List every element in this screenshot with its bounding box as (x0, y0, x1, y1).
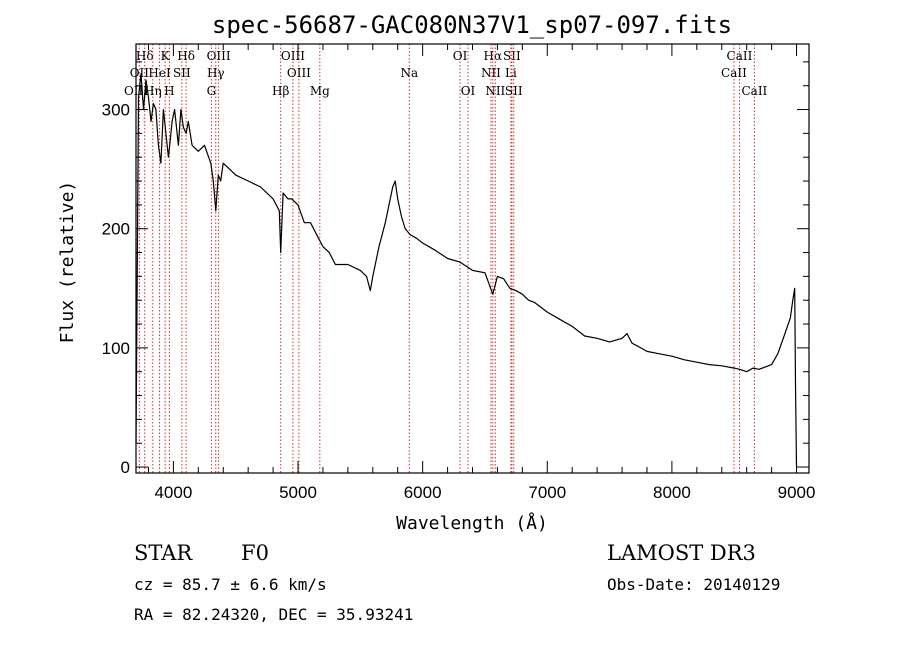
line-label-17: CaII (721, 66, 747, 80)
line-label-20: H (164, 84, 174, 98)
x-axis-ticks: 4000 5000 6000 7000 8000 9000 (147, 44, 816, 502)
line-label-8: CaII (727, 49, 753, 63)
plot-frame (135, 43, 810, 474)
series-line-flux (135, 73, 798, 468)
line-label-24: OI (461, 84, 476, 98)
y-tick-label-300: 300 (102, 101, 130, 120)
chart-title: spec-56687-GAC080N37V1_sp07-097.fits (212, 11, 732, 39)
line-label-26: SII (505, 84, 523, 98)
y-axis-ticks: 0 100 200 300 (102, 61, 809, 477)
observation-date: Obs-Date: 20140129 (607, 575, 780, 594)
line-label-2: Hδ (177, 49, 195, 63)
line-label-21: G (207, 84, 217, 98)
x-tick-label-6000: 6000 (404, 483, 442, 502)
line-label-16: Li (505, 66, 517, 80)
survey-name: LAMOST DR3 (607, 541, 756, 565)
line-label-11: SII (173, 66, 191, 80)
line-label-15: NII (481, 66, 501, 80)
line-label-1: K (161, 49, 171, 63)
redshift-velocity: cz = 85.7 ± 6.6 km/s (134, 575, 327, 594)
x-axis-label: Wavelength (Å) (396, 512, 548, 534)
line-label-14: Na (400, 66, 418, 80)
line-label-7: SII (503, 49, 521, 63)
y-tick-label-200: 200 (102, 220, 130, 239)
x-tick-label-5000: 5000 (279, 483, 317, 502)
line-label-0: Hδ (136, 49, 154, 63)
line-label-13: OIII (287, 66, 311, 80)
line-label-23: Mg (310, 84, 330, 98)
line-label-12: Hγ (207, 66, 225, 80)
line-label-5: OI (453, 49, 468, 63)
line-label-27: CaII (741, 84, 767, 98)
y-tick-label-100: 100 (102, 339, 130, 358)
coordinates: RA = 82.24320, DEC = 35.93241 (134, 605, 413, 624)
line-label-25: NII (485, 84, 505, 98)
object-subclass: F0 (241, 541, 269, 565)
line-label-4: OIII (281, 49, 305, 63)
spectrum-series (135, 73, 798, 468)
line-label-9: OII (130, 66, 150, 80)
x-tick-label-9000: 9000 (778, 483, 816, 502)
line-label-10: HeI (148, 66, 171, 80)
x-tick-label-7000: 7000 (528, 483, 566, 502)
x-tick-label-8000: 8000 (653, 483, 691, 502)
line-label-6: Hα (484, 49, 503, 63)
y-axis-label: Flux (relative) (57, 181, 78, 344)
x-tick-label-4000: 4000 (154, 483, 192, 502)
line-label-3: OIII (207, 49, 231, 63)
plot-axes (135, 43, 810, 474)
line-label-22: Hβ (272, 84, 289, 98)
y-tick-label-0: 0 (121, 458, 130, 477)
object-class: STAR (134, 541, 193, 565)
